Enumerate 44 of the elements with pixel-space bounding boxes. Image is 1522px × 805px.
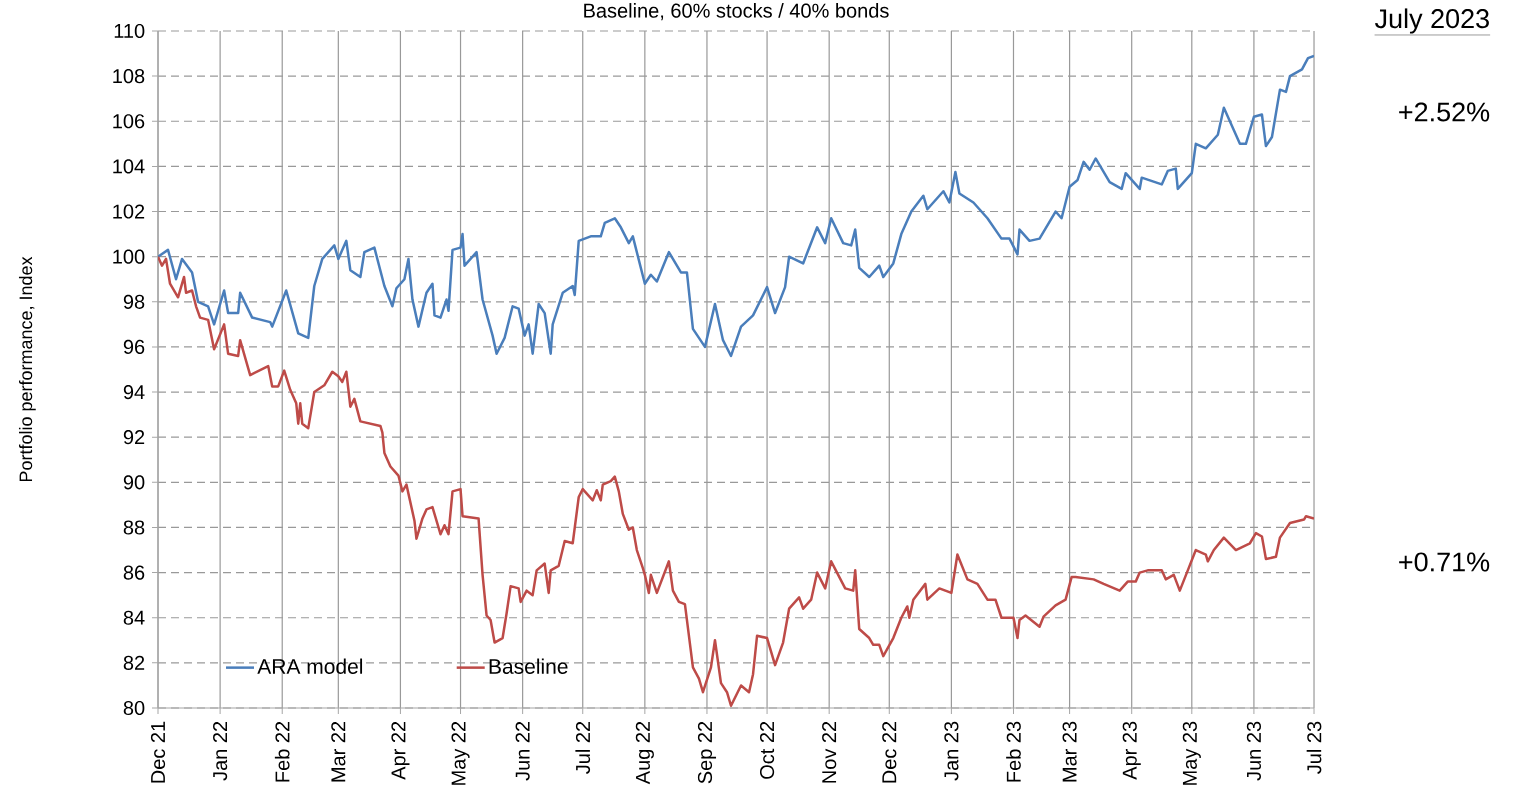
- x-tick-label: Dec 21: [150, 721, 166, 783]
- x-tick-label: May 23: [1182, 721, 1201, 785]
- y-axis-title: Portfolio performance, Index: [18, 256, 36, 482]
- y-tick-label: 82: [123, 655, 145, 670]
- x-tick-label: Jan 23: [944, 721, 959, 781]
- x-tick-label: Jul 23: [1306, 721, 1322, 774]
- chart-title: Baseline, 60% stocks / 40% bonds: [584, 3, 889, 21]
- x-tick-label: Feb 22: [274, 721, 290, 782]
- line-series: [158, 54, 1315, 358]
- x-tick-label: Feb 23: [1006, 721, 1021, 782]
- y-tick-label: 100: [113, 249, 145, 264]
- y-tick-label: 92: [123, 430, 145, 445]
- y-tick-label: 104: [113, 159, 145, 174]
- text: July 2023: [1374, 8, 1489, 34]
- y-tick-label: 86: [123, 565, 145, 580]
- x-tick-label: May 22: [451, 721, 470, 785]
- text: +2.52%: [1399, 102, 1490, 122]
- x-tick-label: Mar 22: [331, 721, 346, 782]
- x-tick-label: Jul 22: [575, 721, 591, 774]
- x-tick-label: Nov 22: [822, 721, 837, 783]
- y-tick-label: 110: [114, 23, 145, 39]
- y-tick-label: 96: [123, 339, 145, 355]
- x-tick-label: Aug 22: [635, 721, 654, 785]
- y-tick-label: 98: [123, 294, 145, 309]
- legend-label: Baseline: [489, 658, 568, 674]
- y-tick-label: 108: [113, 69, 145, 84]
- y-tick-label: 88: [123, 520, 145, 535]
- text: +0.71%: [1399, 552, 1490, 572]
- x-tick-label: Oct 22: [759, 721, 775, 779]
- x-tick-label: Mar 23: [1062, 721, 1077, 782]
- legend-label: ARA model: [257, 658, 363, 674]
- y-tick-label: 106: [113, 114, 145, 129]
- x-tick-label: Jan 22: [213, 721, 228, 781]
- x-tick-label: Dec 22: [882, 721, 897, 783]
- y-tick-label: 90: [123, 475, 145, 490]
- y-tick-label: 80: [123, 700, 145, 716]
- x-tick-label: Sep 22: [697, 721, 717, 784]
- y-tick-label: 102: [113, 204, 145, 219]
- x-tick-label: Jun 23: [1246, 721, 1261, 781]
- y-tick-label: 84: [123, 610, 145, 625]
- x-tick-label: Apr 23: [1122, 721, 1141, 780]
- x-tick-label: Jun 22: [515, 721, 530, 781]
- x-tick-label: Apr 22: [391, 721, 410, 780]
- y-tick-label: 94: [123, 384, 145, 400]
